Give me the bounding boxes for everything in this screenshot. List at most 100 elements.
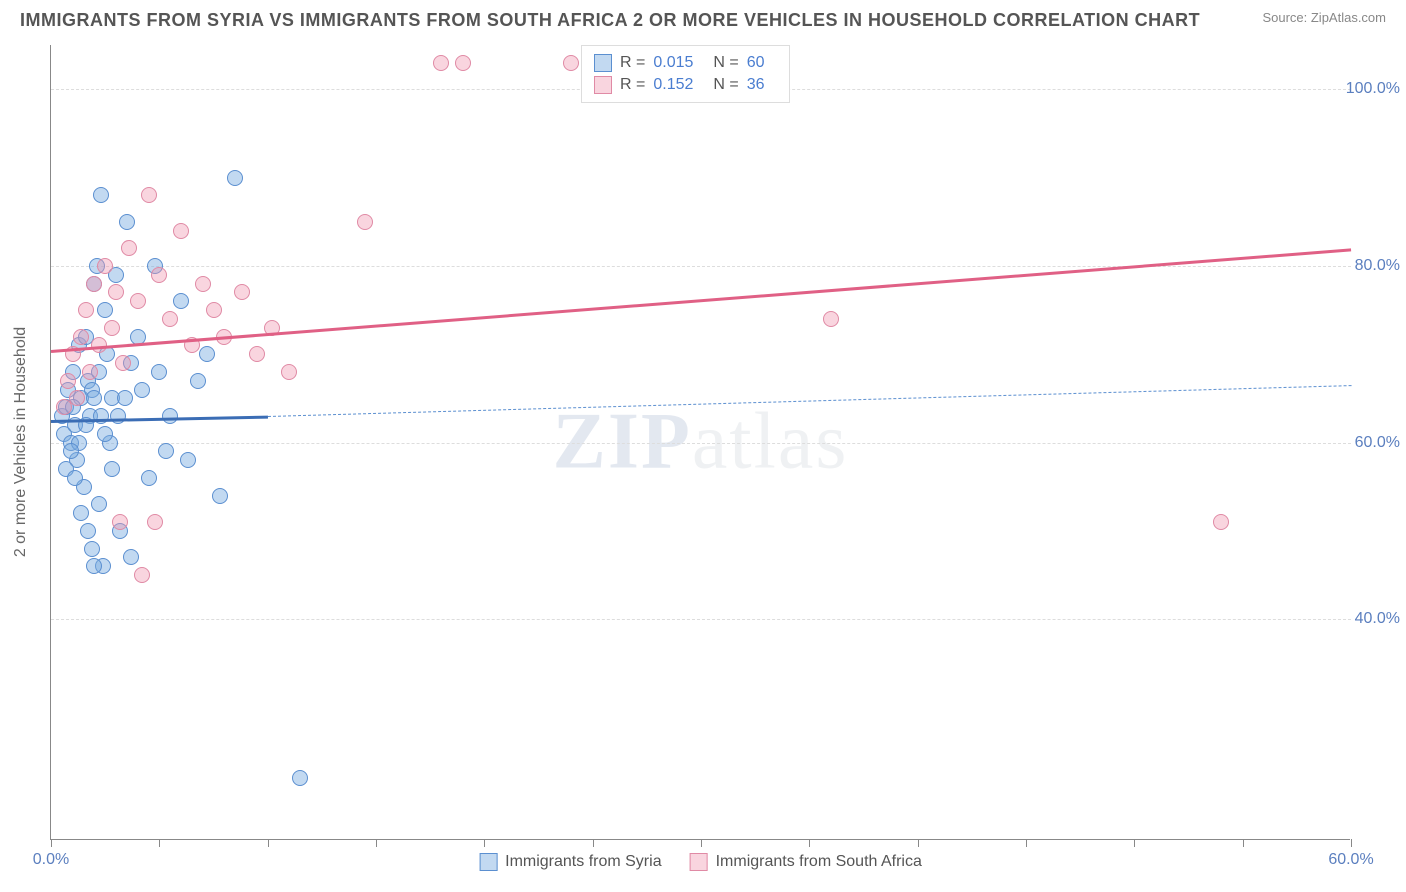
- n-value: 60: [747, 54, 765, 72]
- series-legend: Immigrants from Syria Immigrants from Sou…: [479, 853, 922, 871]
- data-point: [104, 461, 120, 477]
- data-point: [63, 443, 79, 459]
- x-tick: [268, 839, 269, 847]
- legend-item: Immigrants from Syria: [479, 853, 661, 871]
- n-label: N =: [713, 76, 738, 94]
- x-tick: [376, 839, 377, 847]
- x-tick-label: 60.0%: [1328, 851, 1373, 869]
- data-point: [134, 382, 150, 398]
- data-point: [104, 320, 120, 336]
- n-label: N =: [713, 54, 738, 72]
- data-point: [151, 267, 167, 283]
- data-point: [1213, 514, 1229, 530]
- x-tick: [484, 839, 485, 847]
- y-axis-title: 2 or more Vehicles in Household: [12, 327, 30, 557]
- data-point: [73, 505, 89, 521]
- data-point: [91, 496, 107, 512]
- legend-swatch: [594, 54, 612, 72]
- data-point: [80, 523, 96, 539]
- data-point: [212, 488, 228, 504]
- x-tick: [159, 839, 160, 847]
- data-point: [173, 293, 189, 309]
- chart-title: IMMIGRANTS FROM SYRIA VS IMMIGRANTS FROM…: [20, 10, 1200, 31]
- data-point: [112, 514, 128, 530]
- data-point: [117, 390, 133, 406]
- data-point: [86, 276, 102, 292]
- data-point: [433, 55, 449, 71]
- data-point: [227, 170, 243, 186]
- data-point: [130, 293, 146, 309]
- data-point: [97, 426, 113, 442]
- stats-legend-row: R = 0.152 N = 36: [594, 74, 777, 96]
- data-point: [180, 452, 196, 468]
- data-point: [141, 470, 157, 486]
- stats-legend-row: R = 0.015 N = 60: [594, 52, 777, 74]
- watermark-part2: atlas: [692, 398, 849, 486]
- data-point: [93, 187, 109, 203]
- x-tick: [1351, 839, 1352, 847]
- x-tick: [1026, 839, 1027, 847]
- data-point: [86, 558, 102, 574]
- y-tick-label: 40.0%: [1340, 610, 1400, 628]
- data-point: [234, 284, 250, 300]
- data-point: [78, 302, 94, 318]
- data-point: [123, 549, 139, 565]
- data-point: [190, 373, 206, 389]
- r-value: 0.152: [653, 76, 693, 94]
- r-label: R =: [620, 54, 645, 72]
- data-point: [147, 514, 163, 530]
- data-point: [357, 214, 373, 230]
- data-point: [67, 470, 83, 486]
- source-name: ZipAtlas.com: [1311, 10, 1386, 25]
- x-tick: [1243, 839, 1244, 847]
- legend-label: Immigrants from South Africa: [716, 853, 922, 871]
- data-point: [162, 408, 178, 424]
- data-point: [455, 55, 471, 71]
- legend-swatch: [479, 853, 497, 871]
- data-point: [823, 311, 839, 327]
- r-label: R =: [620, 76, 645, 94]
- data-point: [141, 187, 157, 203]
- y-tick-label: 80.0%: [1340, 257, 1400, 275]
- data-point: [206, 302, 222, 318]
- legend-swatch: [594, 76, 612, 94]
- plot-area: 2 or more Vehicles in Household ZIPatlas…: [50, 45, 1350, 840]
- x-tick: [51, 839, 52, 847]
- data-point: [82, 364, 98, 380]
- x-tick: [809, 839, 810, 847]
- r-value: 0.015: [653, 54, 693, 72]
- data-point: [110, 408, 126, 424]
- gridline-h: [51, 443, 1351, 444]
- data-point: [119, 214, 135, 230]
- data-point: [84, 541, 100, 557]
- data-point: [563, 55, 579, 71]
- watermark-part1: ZIP: [553, 398, 692, 486]
- data-point: [158, 443, 174, 459]
- data-point: [69, 390, 85, 406]
- x-tick: [593, 839, 594, 847]
- x-tick: [918, 839, 919, 847]
- n-value: 36: [747, 76, 765, 94]
- legend-swatch: [690, 853, 708, 871]
- data-point: [108, 284, 124, 300]
- y-tick-label: 100.0%: [1340, 80, 1400, 98]
- data-point: [121, 240, 137, 256]
- data-point: [73, 329, 89, 345]
- y-tick-label: 60.0%: [1340, 434, 1400, 452]
- source-label: Source:: [1262, 10, 1310, 25]
- data-point: [195, 276, 211, 292]
- data-point: [86, 390, 102, 406]
- data-point: [292, 770, 308, 786]
- trend-line: [268, 385, 1351, 417]
- chart-container: 2 or more Vehicles in Household ZIPatlas…: [50, 45, 1390, 840]
- data-point: [97, 302, 113, 318]
- data-point: [134, 567, 150, 583]
- gridline-h: [51, 619, 1351, 620]
- x-tick: [1134, 839, 1135, 847]
- source-attribution: Source: ZipAtlas.com: [1262, 10, 1386, 25]
- data-point: [60, 373, 76, 389]
- x-tick-label: 0.0%: [33, 851, 69, 869]
- data-point: [97, 258, 113, 274]
- trend-line: [51, 248, 1351, 352]
- legend-item: Immigrants from South Africa: [690, 853, 922, 871]
